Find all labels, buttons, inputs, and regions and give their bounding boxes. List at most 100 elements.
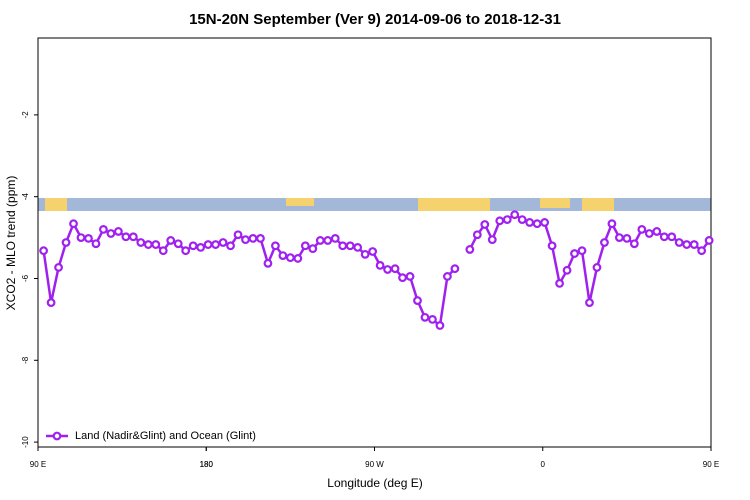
data-point xyxy=(629,239,639,249)
data-point xyxy=(390,264,400,274)
data-point xyxy=(293,254,303,263)
data-point xyxy=(435,321,445,330)
data-point xyxy=(585,298,594,308)
data-point xyxy=(659,232,669,242)
data-point xyxy=(592,263,602,272)
data-point xyxy=(368,247,378,256)
data-point xyxy=(345,241,355,251)
x-tick-label: 180 xyxy=(200,460,214,469)
y-tick-label: -4 xyxy=(21,193,30,201)
data-point xyxy=(271,241,280,251)
data-point xyxy=(285,253,295,263)
data-point xyxy=(510,210,520,220)
data-point xyxy=(428,314,437,324)
data-point xyxy=(555,279,564,288)
data-point xyxy=(188,241,198,251)
data-point xyxy=(607,219,617,229)
data-point xyxy=(547,241,557,251)
data-point xyxy=(682,240,692,249)
data-point xyxy=(39,246,49,256)
data-point xyxy=(577,246,587,256)
data-point xyxy=(158,246,168,256)
x-tick-label: 0 xyxy=(541,460,546,469)
data-point xyxy=(413,296,422,305)
data-point xyxy=(315,236,325,245)
data-point xyxy=(61,238,71,247)
data-point xyxy=(360,249,370,259)
data-point xyxy=(465,245,475,254)
data-point xyxy=(263,258,273,268)
data-point xyxy=(614,233,624,242)
data-point xyxy=(46,298,56,308)
data-point xyxy=(570,249,579,258)
y-tick-label: -10 xyxy=(21,436,30,448)
series-line xyxy=(42,213,711,328)
legend-marker xyxy=(52,431,62,441)
data-point xyxy=(76,233,86,242)
y-tick-label: -2 xyxy=(21,111,30,119)
data-point xyxy=(256,234,265,243)
x-tick-label: 90 E xyxy=(703,460,719,469)
data-point xyxy=(398,273,407,283)
data-point xyxy=(203,240,213,249)
data-point xyxy=(450,264,460,274)
data-point xyxy=(502,215,512,224)
data-point xyxy=(211,240,220,249)
y-tick-label: -8 xyxy=(21,356,30,364)
data-point xyxy=(241,235,250,245)
data-point xyxy=(525,218,535,227)
data-point xyxy=(106,229,116,238)
x-tick-label: 90 E xyxy=(30,460,46,469)
data-point xyxy=(637,225,647,234)
data-point xyxy=(495,216,505,226)
data-point xyxy=(480,220,490,229)
data-point xyxy=(91,239,101,249)
data-point xyxy=(173,239,183,249)
legend-label: Land (Nadir&Glint) and Ocean (Glint) xyxy=(75,430,256,442)
data-point xyxy=(540,218,550,227)
data-point xyxy=(136,238,146,247)
data-point xyxy=(54,263,63,272)
data-point xyxy=(278,251,288,260)
data-point xyxy=(248,234,258,243)
data-point xyxy=(644,229,654,238)
data-point xyxy=(196,243,206,252)
data-point xyxy=(383,265,392,274)
data-point xyxy=(704,236,714,245)
data-point xyxy=(353,243,363,252)
data-point xyxy=(308,244,318,254)
data-point xyxy=(323,236,333,245)
data-point xyxy=(338,241,348,251)
data-point xyxy=(375,261,385,270)
data-point xyxy=(181,246,191,256)
data-point xyxy=(420,312,430,322)
data-point xyxy=(233,230,243,240)
data-point xyxy=(151,240,161,249)
data-point xyxy=(487,235,497,245)
data-point xyxy=(622,234,632,243)
data-point xyxy=(443,272,452,281)
data-point xyxy=(218,238,228,247)
y-tick-label: -6 xyxy=(21,274,30,282)
data-point xyxy=(128,232,138,242)
data-point xyxy=(226,241,235,251)
chart-title: 15N-20N September (Ver 9) 2014-09-06 to … xyxy=(189,11,561,28)
data-point xyxy=(99,225,108,234)
data-point xyxy=(113,227,123,236)
data-point xyxy=(330,234,340,243)
y-axis-label: XCO2 - MLO trend (ppm) xyxy=(4,176,18,311)
data-point xyxy=(166,236,176,245)
data-point xyxy=(300,241,310,251)
data-point xyxy=(472,230,482,240)
data-point xyxy=(532,219,542,229)
data-point xyxy=(121,232,131,242)
data-point xyxy=(652,227,662,236)
map-strip xyxy=(38,198,711,211)
data-point xyxy=(143,240,153,249)
data-point xyxy=(69,219,78,229)
data-point xyxy=(562,265,572,275)
x-tick-label: 180 xyxy=(200,460,214,469)
data-point xyxy=(667,232,677,242)
data-point xyxy=(600,238,609,247)
